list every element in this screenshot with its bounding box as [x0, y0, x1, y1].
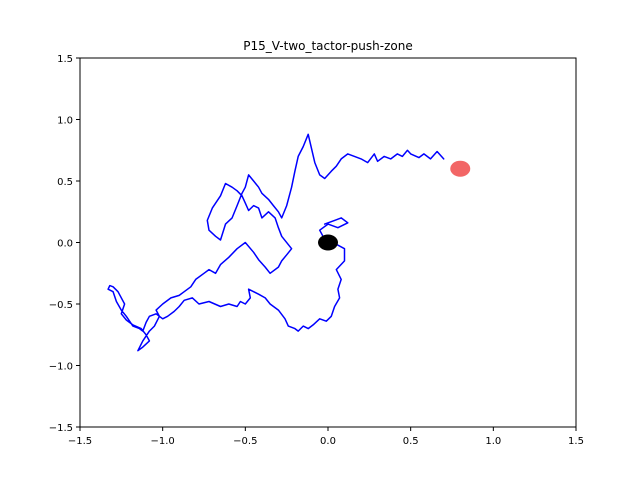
x-tick-label: 0.0 [320, 436, 336, 447]
target-marker [450, 160, 471, 177]
origin-marker [318, 234, 338, 251]
y-tick-label: 0.0 [57, 239, 73, 250]
x-tick-label: −1.5 [68, 436, 92, 447]
chart-title: P15_V-two_tactor-push-zone [243, 39, 412, 53]
y-tick-label: −1.0 [49, 362, 73, 373]
y-tick-label: 0.5 [57, 177, 73, 188]
y-tick-label: 1.5 [57, 54, 73, 65]
series-group [107, 133, 471, 352]
axes: −1.5 −1.0 −0.5 0.0 0.5 1.0 1.5 −1.5 −1.0 −0.5 0.0 0… [49, 54, 584, 447]
y-tick-label: 1.0 [57, 116, 73, 127]
x-tick-label: −0.5 [233, 436, 257, 447]
x-tick-label: −1.0 [151, 436, 175, 447]
x-tick-label: 1.5 [568, 436, 584, 447]
plot-area [107, 133, 471, 352]
trajectory-line-0 [107, 133, 445, 352]
y-tick-label: −0.5 [49, 300, 73, 311]
x-tick-label: 1.0 [485, 436, 501, 447]
y-tick-label: −1.5 [49, 423, 73, 434]
x-tick-label: 0.5 [403, 436, 419, 447]
